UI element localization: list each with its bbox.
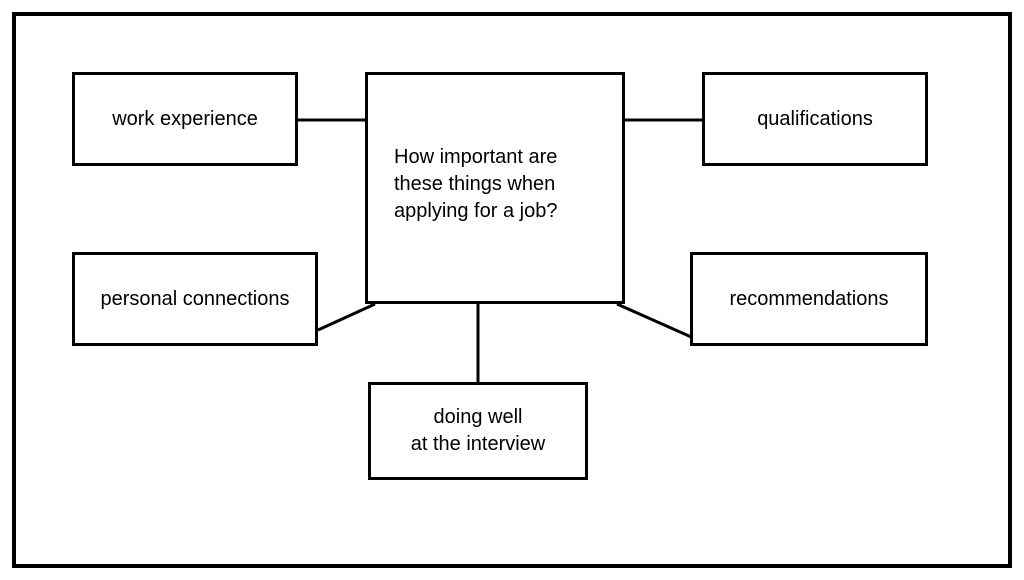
node-work-experience-label: work experience — [112, 106, 258, 133]
node-center: How important are these things when appl… — [365, 72, 625, 304]
node-interview-label: doing well at the interview — [411, 404, 546, 458]
node-interview: doing well at the interview — [368, 382, 588, 480]
node-qualifications-label: qualifications — [757, 106, 873, 133]
node-recommendations: recommendations — [690, 252, 928, 346]
node-qualifications: qualifications — [702, 72, 928, 166]
node-recommendations-label: recommendations — [730, 286, 889, 313]
node-work-experience: work experience — [72, 72, 298, 166]
node-personal-connections: personal connections — [72, 252, 318, 346]
node-personal-connections-label: personal connections — [100, 286, 289, 313]
node-center-label: How important are these things when appl… — [394, 144, 557, 225]
